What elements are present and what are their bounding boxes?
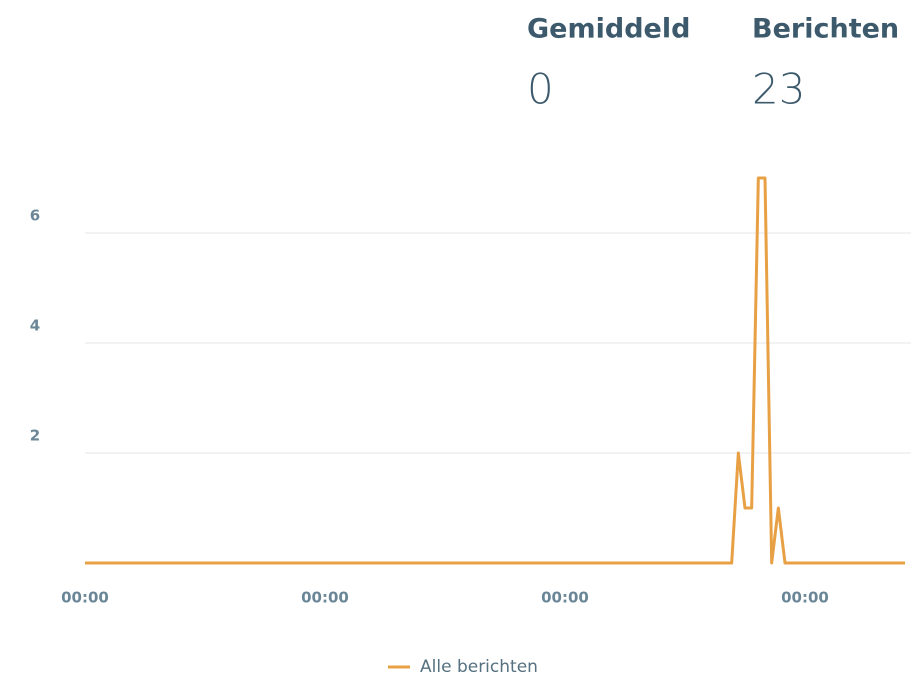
- stat-value: 23: [752, 65, 805, 114]
- y-tick-label: 4: [30, 317, 40, 335]
- y-tick-label: 6: [30, 207, 40, 225]
- x-tick-label: 00:00: [61, 589, 109, 607]
- stat-label: Berichten: [752, 14, 899, 45]
- line: [85, 176, 905, 565]
- y-tick-label: 2: [30, 427, 40, 445]
- legend-label: Alle berichten: [420, 657, 538, 677]
- stat-value: 0: [527, 65, 554, 114]
- x-tick-label: 00:00: [541, 589, 589, 607]
- x-tick-label: 00:00: [301, 589, 349, 607]
- stat-label: Gemiddeld: [527, 14, 690, 45]
- x-tick-label: 00:00: [781, 589, 829, 607]
